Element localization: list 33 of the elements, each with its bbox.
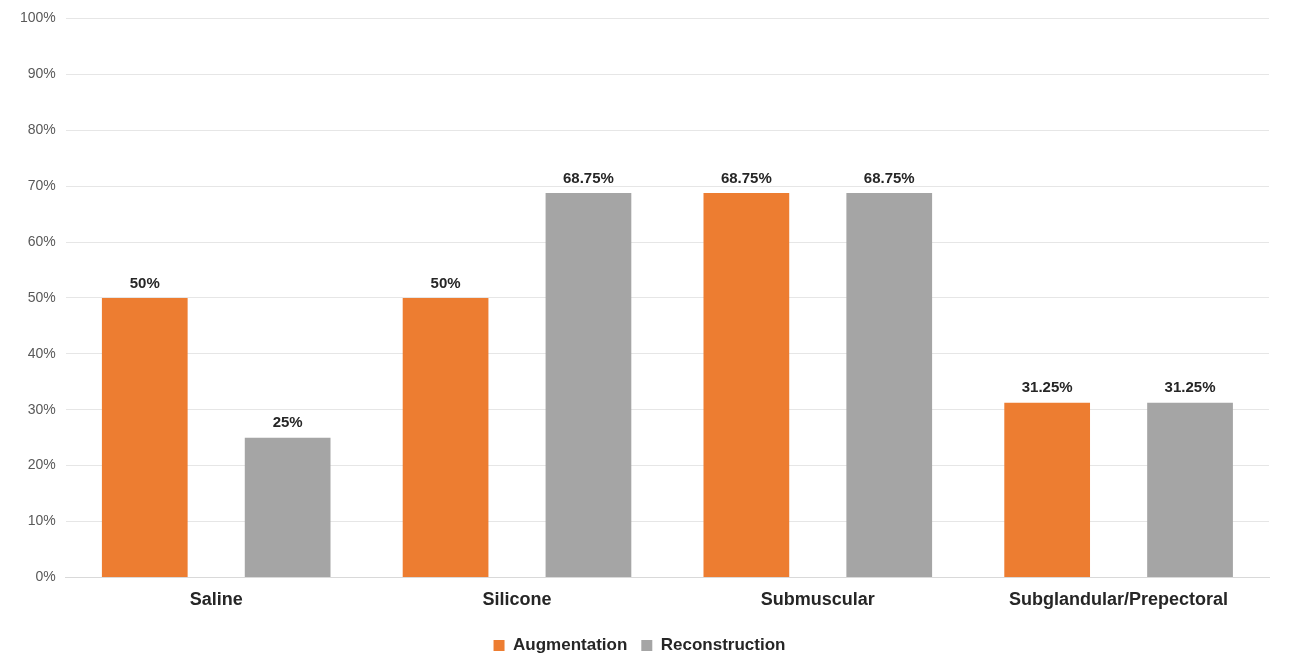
- data-label: 50%: [129, 273, 160, 291]
- y-tick-label: 10%: [27, 512, 56, 529]
- y-tick-label: 50%: [27, 288, 56, 305]
- y-tick-label: 30%: [27, 400, 56, 417]
- x-tick-label: Submuscular: [760, 589, 875, 610]
- data-label: 31.25%: [1164, 378, 1216, 396]
- y-tick-label: 100%: [19, 9, 56, 26]
- y-tick-label: 60%: [27, 232, 56, 249]
- bar: [703, 193, 790, 577]
- y-tick-label: 70%: [27, 176, 56, 193]
- bar: [101, 297, 188, 577]
- bar: [402, 297, 489, 577]
- x-tick-label: Subglandular/Prepectoral: [1009, 589, 1229, 610]
- data-label: 25%: [272, 413, 303, 431]
- data-label: 68.75%: [863, 168, 915, 186]
- legend-label: Augmentation: [513, 635, 628, 655]
- legend-label: Reconstruction: [660, 635, 786, 655]
- data-label: 50%: [430, 273, 461, 291]
- bar: [1004, 402, 1091, 577]
- y-tick-label: 90%: [27, 65, 56, 82]
- bar: [244, 437, 331, 577]
- x-tick-label: Silicone: [482, 589, 552, 610]
- data-label: 68.75%: [563, 168, 614, 186]
- data-label: 31.25%: [1021, 378, 1073, 396]
- y-tick-label: 40%: [27, 344, 56, 361]
- data-label: 68.75%: [720, 168, 772, 186]
- bar: [1147, 402, 1233, 577]
- bar: [545, 193, 632, 577]
- y-tick-label: 20%: [27, 456, 56, 473]
- y-tick-label: 80%: [27, 121, 56, 138]
- bar: [846, 193, 933, 577]
- y-tick-label: 0%: [35, 568, 56, 585]
- x-tick-label: Saline: [189, 589, 243, 610]
